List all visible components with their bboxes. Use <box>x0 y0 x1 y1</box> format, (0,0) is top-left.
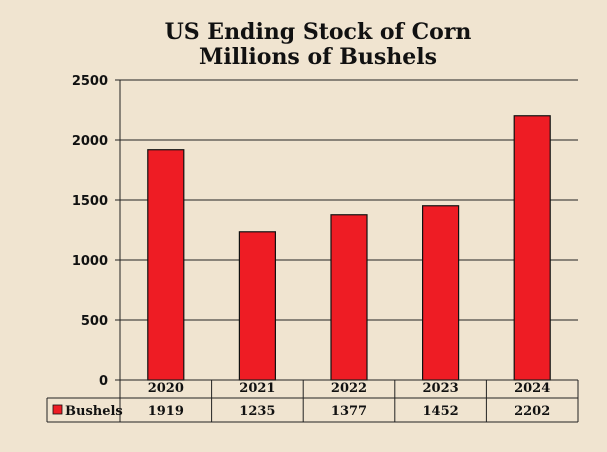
y-tick-label-0: 0 <box>99 374 108 389</box>
bar-2022 <box>330 214 368 381</box>
bars <box>147 115 551 381</box>
x-tick-label-2020: 2020 <box>148 381 184 396</box>
y-tick-label-3: 1500 <box>72 194 108 209</box>
data-table: 2020 1919 2021 1235 2022 1377 2023 1452 2024 2202… <box>46 379 579 423</box>
chart-title: US Ending Stock of Corn <box>165 19 472 45</box>
bar-2020 <box>147 149 185 381</box>
legend-swatch-bushels <box>52 404 63 415</box>
x-tick-label-2021: 2021 <box>239 381 275 396</box>
x-tick-label-2023: 2023 <box>423 381 459 396</box>
bar-2021 <box>238 231 276 381</box>
legend-label-bushels: Bushels <box>65 404 123 419</box>
x-tick-label-2022: 2022 <box>331 381 367 396</box>
y-axis: 0 500 1000 1500 2000 2500 <box>72 74 121 389</box>
value-label-2022: 1377 <box>331 404 367 419</box>
y-tick-label-1: 500 <box>81 314 108 329</box>
bar-2023 <box>422 205 460 381</box>
y-tick-label-4: 2000 <box>72 134 108 149</box>
value-label-2024: 2202 <box>514 404 550 419</box>
y-tick-label-2: 1000 <box>72 254 108 269</box>
value-label-2020: 1919 <box>148 404 184 419</box>
chart-subtitle: Millions of Bushels <box>199 44 437 70</box>
value-label-2023: 1452 <box>423 404 459 419</box>
bar-2024 <box>513 115 551 381</box>
value-label-2021: 1235 <box>239 404 275 419</box>
x-tick-label-2024: 2024 <box>514 381 550 396</box>
y-tick-label-5: 2500 <box>72 74 108 89</box>
